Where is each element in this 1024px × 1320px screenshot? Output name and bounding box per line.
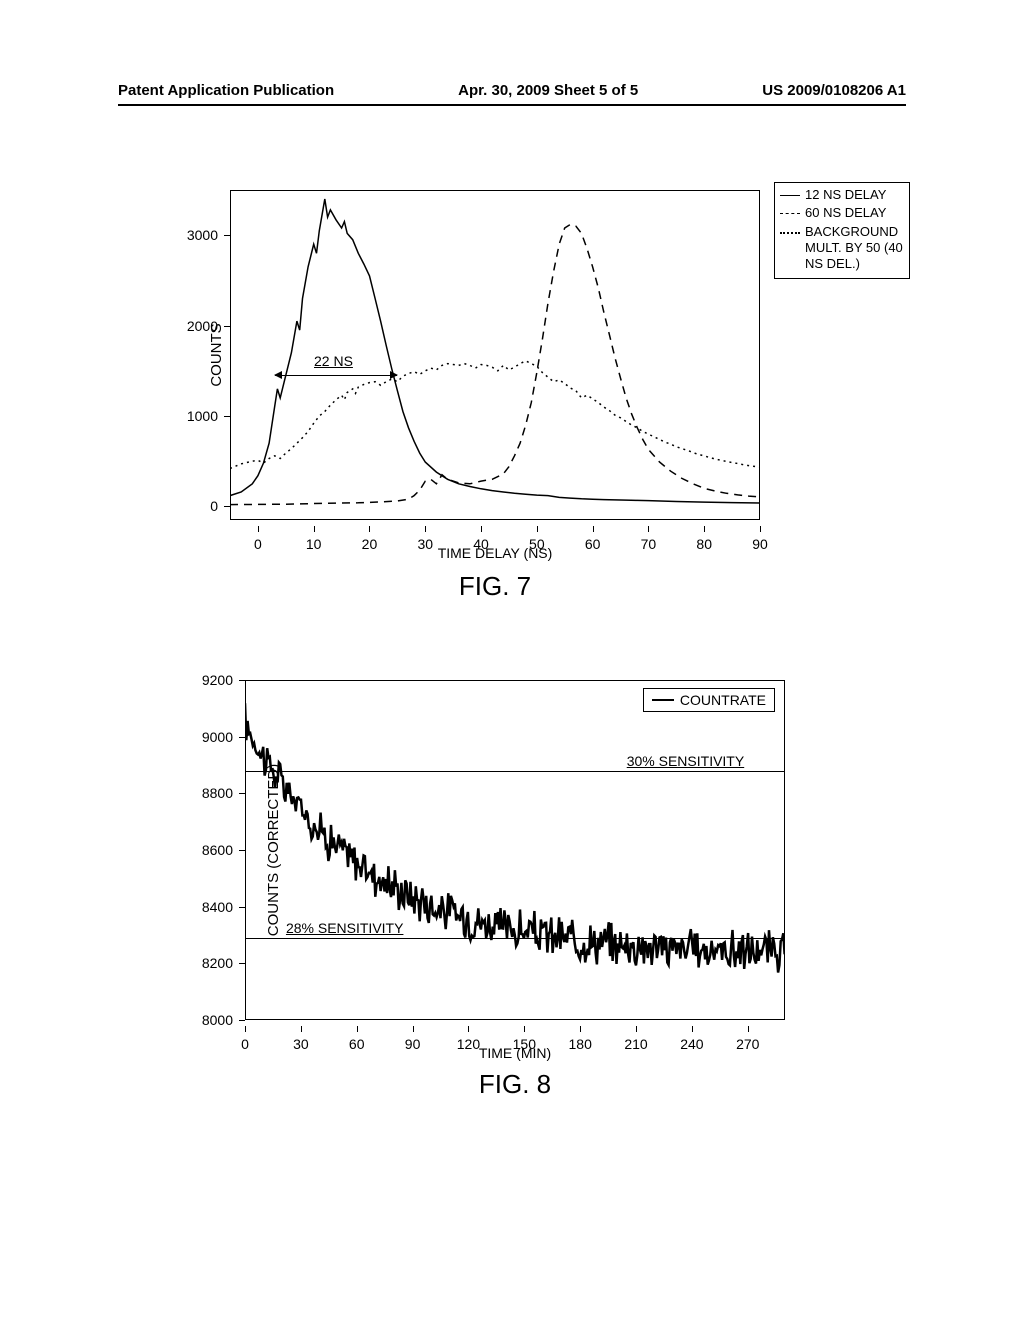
legend-swatch-dashed-icon: [780, 213, 800, 214]
page-header: Patent Application Publication Apr. 30, …: [0, 82, 1024, 99]
header-rule: [118, 104, 906, 106]
fig7-caption: FIG. 7: [230, 571, 760, 602]
fig8-legend-swatch-icon: [652, 699, 674, 701]
legend-label-solid: 12 NS DELAY: [805, 187, 886, 203]
legend-label-dotted: BACKGROUND MULT. BY 50 (40 NS DEL.): [805, 224, 904, 273]
sensitivity-label: 30% SENSITIVITY: [627, 753, 744, 769]
fig7-annotation: 22 NS: [314, 353, 353, 369]
fig7-legend: 12 NS DELAY 60 NS DELAY BACKGROUND MULT.…: [774, 182, 910, 279]
legend-row-solid: 12 NS DELAY: [780, 187, 904, 203]
header-left: Patent Application Publication: [118, 82, 334, 99]
sensitivity-label: 28% SENSITIVITY: [286, 920, 403, 936]
header-right: US 2009/0108206 A1: [762, 82, 906, 99]
fig8-legend: COUNTRATE: [643, 688, 775, 712]
fig7-annotation-arrow: [275, 375, 398, 376]
legend-swatch-solid-icon: [780, 195, 800, 196]
header-center: Apr. 30, 2009 Sheet 5 of 5: [458, 82, 638, 99]
fig8-plot: COUNTS (CORRECTED) 800082008400860088009…: [245, 680, 785, 1020]
fig8-svg: [245, 680, 785, 1020]
legend-label-dashed: 60 NS DELAY: [805, 205, 886, 221]
fig7-plot: COUNTS 0100020003000 0102030405060708090…: [230, 190, 760, 520]
legend-row-dotted: BACKGROUND MULT. BY 50 (40 NS DEL.): [780, 224, 904, 273]
legend-swatch-dotted-icon: [780, 232, 800, 234]
fig7-svg: [230, 190, 760, 520]
fig8-ylabel: COUNTS (CORRECTED): [265, 764, 282, 937]
figure-8: COUNTS (CORRECTED) 800082008400860088009…: [170, 680, 870, 1100]
fig8-caption: FIG. 8: [245, 1069, 785, 1100]
legend-row-dashed: 60 NS DELAY: [780, 205, 904, 221]
fig8-legend-label: COUNTRATE: [680, 692, 766, 708]
figure-7: COUNTS 0100020003000 0102030405060708090…: [170, 190, 870, 602]
